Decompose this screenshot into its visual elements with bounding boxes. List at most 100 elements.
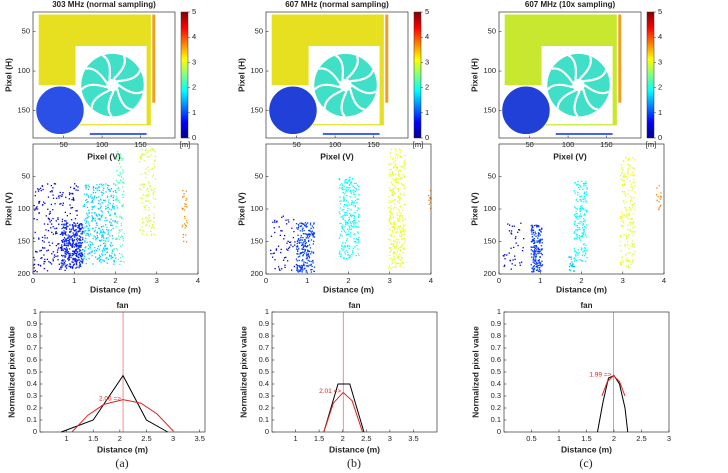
point (538, 252, 540, 254)
point (404, 233, 406, 235)
point (304, 250, 306, 252)
point (395, 238, 397, 240)
point (577, 180, 579, 183)
point (627, 252, 629, 254)
point (121, 193, 123, 196)
point (392, 183, 394, 185)
point (64, 269, 66, 272)
y-axis-label: Pixel (V) (469, 192, 479, 226)
point (538, 268, 541, 271)
point (339, 196, 341, 198)
point (117, 207, 119, 209)
point (352, 177, 354, 180)
point (34, 269, 37, 272)
point (299, 269, 301, 271)
point (62, 238, 64, 241)
point (147, 200, 150, 202)
point (36, 206, 38, 208)
point (584, 191, 586, 193)
point (581, 207, 584, 210)
point (69, 253, 71, 255)
point (184, 205, 186, 208)
point (347, 189, 349, 191)
point (115, 237, 117, 239)
point (79, 254, 81, 256)
point (574, 220, 577, 223)
point (577, 222, 580, 224)
point (341, 245, 343, 248)
point (394, 148, 397, 150)
point (310, 230, 312, 233)
point (109, 208, 111, 210)
point (346, 214, 348, 216)
point (121, 255, 124, 257)
point (69, 228, 71, 230)
point (312, 236, 314, 238)
point (300, 252, 303, 254)
point (145, 200, 147, 202)
point (538, 261, 541, 263)
edge-strip (89, 132, 147, 135)
point (621, 166, 623, 168)
point (140, 189, 142, 191)
point (109, 203, 111, 205)
point (270, 253, 272, 255)
point (349, 189, 352, 192)
point (574, 231, 576, 233)
point (101, 202, 103, 204)
point (396, 212, 398, 214)
point (530, 246, 532, 248)
point (349, 232, 352, 234)
point (633, 175, 635, 177)
point (533, 240, 535, 242)
point (576, 183, 579, 186)
point (389, 168, 391, 171)
point (286, 260, 289, 262)
point (627, 218, 629, 220)
point (53, 254, 56, 256)
point (91, 227, 94, 230)
point (76, 260, 78, 262)
point (402, 176, 404, 178)
point (540, 245, 543, 247)
point (93, 250, 96, 252)
point (60, 249, 63, 252)
point (92, 218, 94, 220)
point (575, 255, 577, 257)
point (275, 248, 278, 250)
point (149, 219, 152, 221)
point (575, 211, 577, 213)
point (51, 253, 53, 255)
point (92, 189, 95, 191)
point (541, 242, 543, 244)
x-axis-label: Pixel (V) (320, 151, 354, 161)
edge-strip (385, 14, 389, 103)
point (119, 263, 121, 265)
point (622, 220, 624, 222)
point (81, 252, 83, 254)
point (308, 257, 311, 259)
point (620, 174, 622, 177)
colorbar-tick-label: 0 (425, 133, 429, 142)
edge-strip (555, 132, 613, 135)
point (534, 231, 536, 233)
point (352, 185, 354, 187)
point (583, 208, 585, 210)
point (272, 252, 274, 255)
point (66, 264, 68, 266)
point (93, 212, 95, 214)
point (66, 244, 68, 246)
point (101, 194, 103, 196)
point (540, 270, 542, 272)
point (539, 228, 541, 231)
point (148, 217, 151, 219)
point (114, 253, 116, 255)
point (399, 225, 402, 227)
point (343, 246, 345, 248)
y-tick-label: 0.4 (491, 379, 501, 388)
point (117, 181, 119, 184)
point (577, 191, 579, 194)
point (631, 189, 633, 192)
point (353, 238, 355, 240)
point (343, 230, 346, 233)
